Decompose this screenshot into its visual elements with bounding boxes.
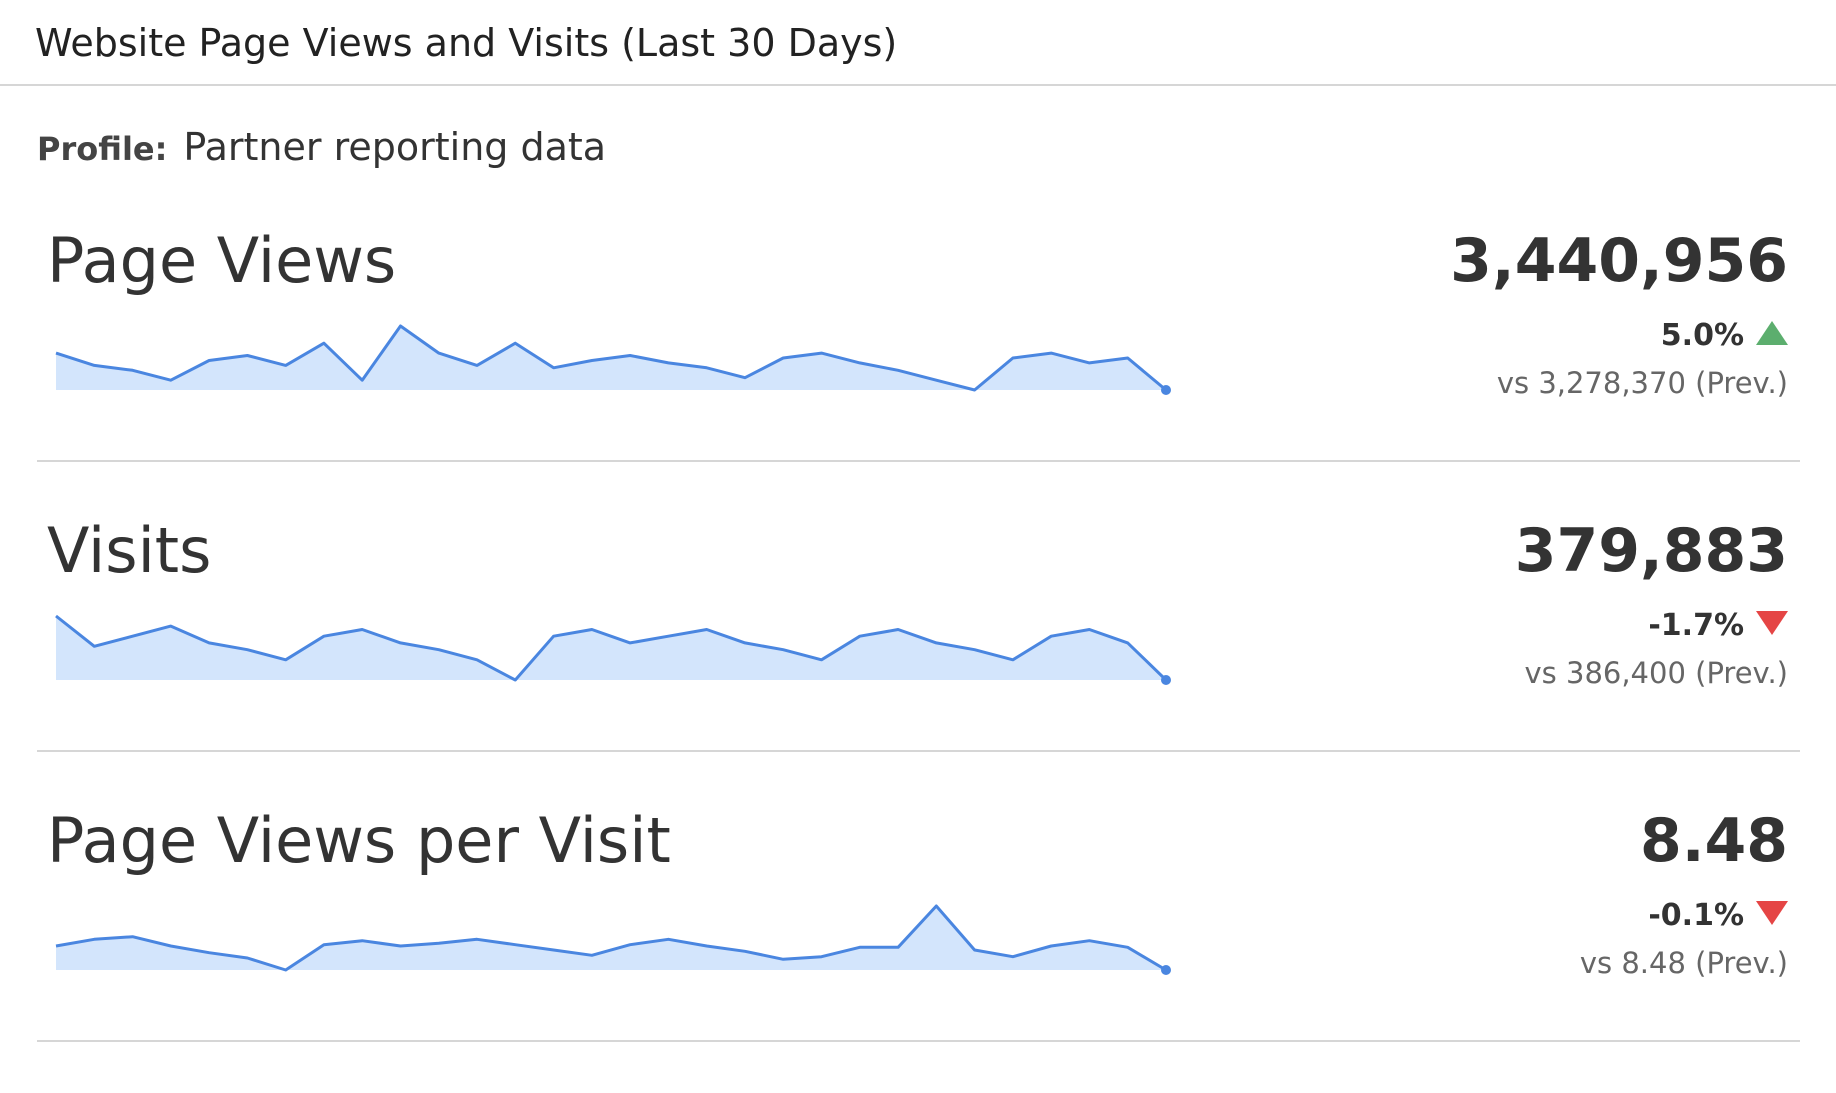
- profile-row: Profile: Partner reporting data: [37, 126, 606, 170]
- previous-value: vs 386,400 (Prev.): [1524, 656, 1789, 690]
- profile-value: Partner reporting data: [183, 125, 607, 169]
- divider: [37, 460, 1800, 462]
- sparkline-line: [55, 324, 1167, 392]
- sparkline-area: [56, 906, 1166, 970]
- arrow-up-icon: [1756, 321, 1788, 345]
- metric-change: -0.1%: [1648, 895, 1788, 935]
- arrow-down-icon: [1756, 611, 1788, 635]
- profile-label: Profile:: [37, 130, 168, 168]
- sparkline-end-point: [1161, 965, 1171, 975]
- divider: [37, 750, 1800, 752]
- sparkline-chart: [55, 614, 1171, 685]
- change-percent: -0.1%: [1648, 897, 1744, 933]
- sparkline-line: [55, 904, 1167, 972]
- widget-title: Website Page Views and Visits (Last 30 D…: [35, 21, 898, 65]
- arrow-down-icon: [1756, 901, 1788, 925]
- previous-value: vs 8.48 (Prev.): [1579, 946, 1788, 980]
- metric-name: Page Views per Visit: [47, 804, 671, 877]
- metric-page-views-per-visit: Page Views per Visit 8.48 -0.1% vs 8.48 …: [0, 803, 1836, 1093]
- metric-change: -1.7%: [1648, 605, 1788, 645]
- metric-value: 3,440,956: [1450, 226, 1788, 296]
- widget-header: Website Page Views and Visits (Last 30 D…: [0, 0, 1836, 86]
- metric-change: 5.0%: [1661, 315, 1788, 355]
- metric-value: 379,883: [1514, 516, 1788, 586]
- change-percent: 5.0%: [1660, 317, 1744, 353]
- metric-visits: Visits 379,883 -1.7% vs 386,400 (Prev.): [0, 513, 1836, 803]
- sparkline-chart: [55, 904, 1171, 975]
- metric-value: 8.48: [1639, 806, 1788, 876]
- metric-name: Page Views: [47, 224, 397, 297]
- sparkline-end-point: [1161, 385, 1171, 395]
- sparkline-area: [56, 616, 1166, 680]
- divider: [37, 1040, 1800, 1042]
- sparkline-chart: [55, 324, 1171, 395]
- change-percent: -1.7%: [1648, 607, 1744, 643]
- metric-page-views: Page Views 3,440,956 5.0% vs 3,278,370 (…: [0, 223, 1836, 513]
- previous-value: vs 3,278,370 (Prev.): [1496, 366, 1788, 400]
- sparkline-end-point: [1161, 675, 1171, 685]
- metric-name: Visits: [47, 514, 212, 587]
- sparkline-line: [55, 614, 1168, 682]
